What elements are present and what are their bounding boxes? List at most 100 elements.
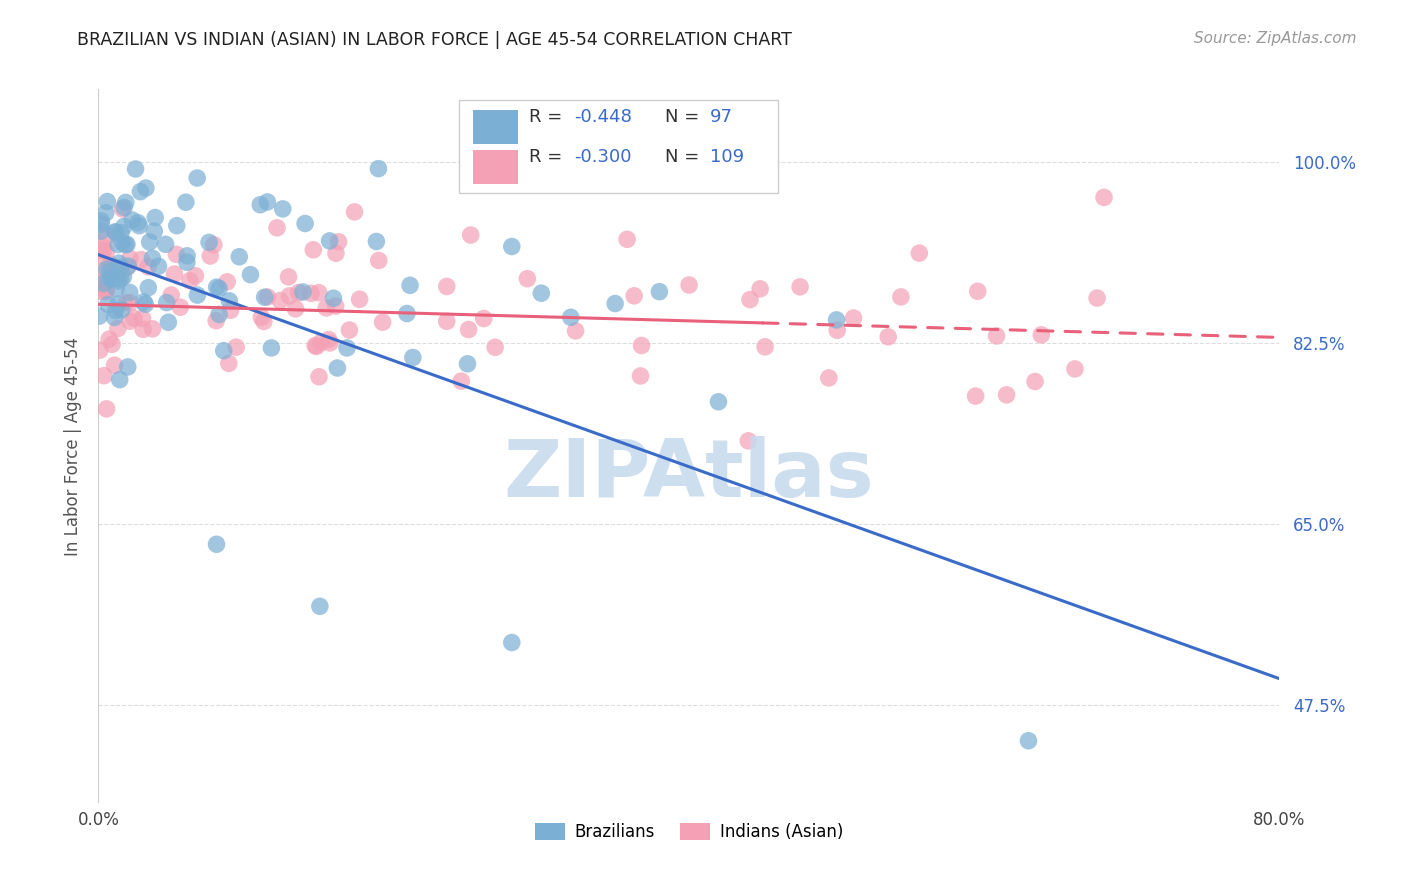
Point [136, 260, 159, 274]
Point [157, 315, 180, 329]
Point [218, 293, 240, 308]
Point [112, 219, 135, 234]
Point [96, 244, 118, 259]
Point [315, 301, 337, 315]
Point [218, 356, 240, 370]
Point [472, 311, 495, 326]
Point [1031, 327, 1053, 342]
Point [103, 310, 125, 325]
Point [308, 285, 330, 300]
Point [219, 303, 242, 318]
Point [318, 333, 340, 347]
Point [366, 235, 388, 249]
Point [560, 310, 582, 325]
Point [131, 311, 153, 326]
Point [1024, 375, 1046, 389]
Point [118, 252, 141, 266]
Point [104, 303, 127, 318]
Point [302, 243, 325, 257]
Point [484, 340, 506, 354]
Point [89, 264, 111, 278]
Point [93, 277, 115, 291]
Text: Source: ZipAtlas.com: Source: ZipAtlas.com [1194, 31, 1357, 46]
Point [122, 311, 145, 326]
Point [457, 357, 479, 371]
Point [166, 219, 188, 233]
Point [110, 271, 132, 285]
Text: BRAZILIAN VS INDIAN (ASIAN) IN LABOR FORCE | AGE 45-54 CORRELATION CHART: BRAZILIAN VS INDIAN (ASIAN) IN LABOR FOR… [77, 31, 792, 49]
Point [108, 256, 131, 270]
Point [93, 244, 115, 258]
Point [103, 358, 125, 372]
Point [100, 272, 122, 286]
Point [186, 288, 208, 302]
Point [94, 283, 117, 297]
Point [143, 211, 166, 225]
Point [256, 290, 278, 304]
Text: 97: 97 [710, 109, 733, 127]
Point [271, 202, 294, 216]
Text: R =: R = [530, 109, 568, 127]
Point [124, 161, 146, 176]
Point [138, 235, 160, 249]
Point [96, 284, 118, 298]
Point [110, 260, 132, 275]
Point [115, 260, 138, 275]
Text: -0.300: -0.300 [575, 148, 631, 167]
Point [328, 235, 350, 249]
Point [228, 250, 250, 264]
Point [101, 337, 124, 351]
Point [501, 239, 523, 253]
Point [97, 297, 120, 311]
Point [266, 220, 288, 235]
Point [516, 271, 538, 285]
Point [319, 335, 342, 350]
Point [343, 205, 366, 219]
Point [169, 300, 191, 314]
Point [202, 237, 225, 252]
Point [90, 247, 112, 261]
Point [98, 258, 121, 272]
Point [208, 308, 231, 322]
Point [128, 219, 150, 233]
Point [1092, 190, 1115, 204]
Point [107, 274, 129, 288]
Point [678, 278, 700, 293]
Point [737, 434, 759, 448]
Point [304, 338, 326, 352]
Point [129, 185, 152, 199]
Point [253, 290, 276, 304]
Point [325, 246, 347, 260]
Point [205, 280, 228, 294]
Point [253, 314, 276, 328]
Point [93, 368, 115, 383]
Point [367, 253, 389, 268]
Point [309, 335, 332, 350]
Point [132, 294, 155, 309]
Point [630, 368, 652, 383]
Y-axis label: In Labor Force | Age 45-54: In Labor Force | Age 45-54 [63, 336, 82, 556]
Point [322, 291, 344, 305]
Point [1085, 291, 1108, 305]
Point [87, 243, 110, 257]
Text: N =: N = [665, 109, 706, 127]
Point [325, 299, 347, 313]
Point [308, 369, 330, 384]
Point [121, 213, 143, 227]
Point [501, 635, 523, 649]
Point [176, 249, 198, 263]
Point [842, 311, 865, 326]
Point [239, 268, 262, 282]
Legend: Brazilians, Indians (Asian): Brazilians, Indians (Asian) [527, 816, 851, 848]
Point [135, 181, 157, 195]
Point [1018, 733, 1040, 747]
FancyBboxPatch shape [458, 100, 778, 193]
Point [176, 255, 198, 269]
Point [94, 273, 117, 287]
Point [89, 309, 111, 323]
Point [564, 324, 586, 338]
Point [91, 239, 114, 253]
Point [163, 267, 186, 281]
Point [104, 225, 127, 239]
Point [623, 289, 645, 303]
